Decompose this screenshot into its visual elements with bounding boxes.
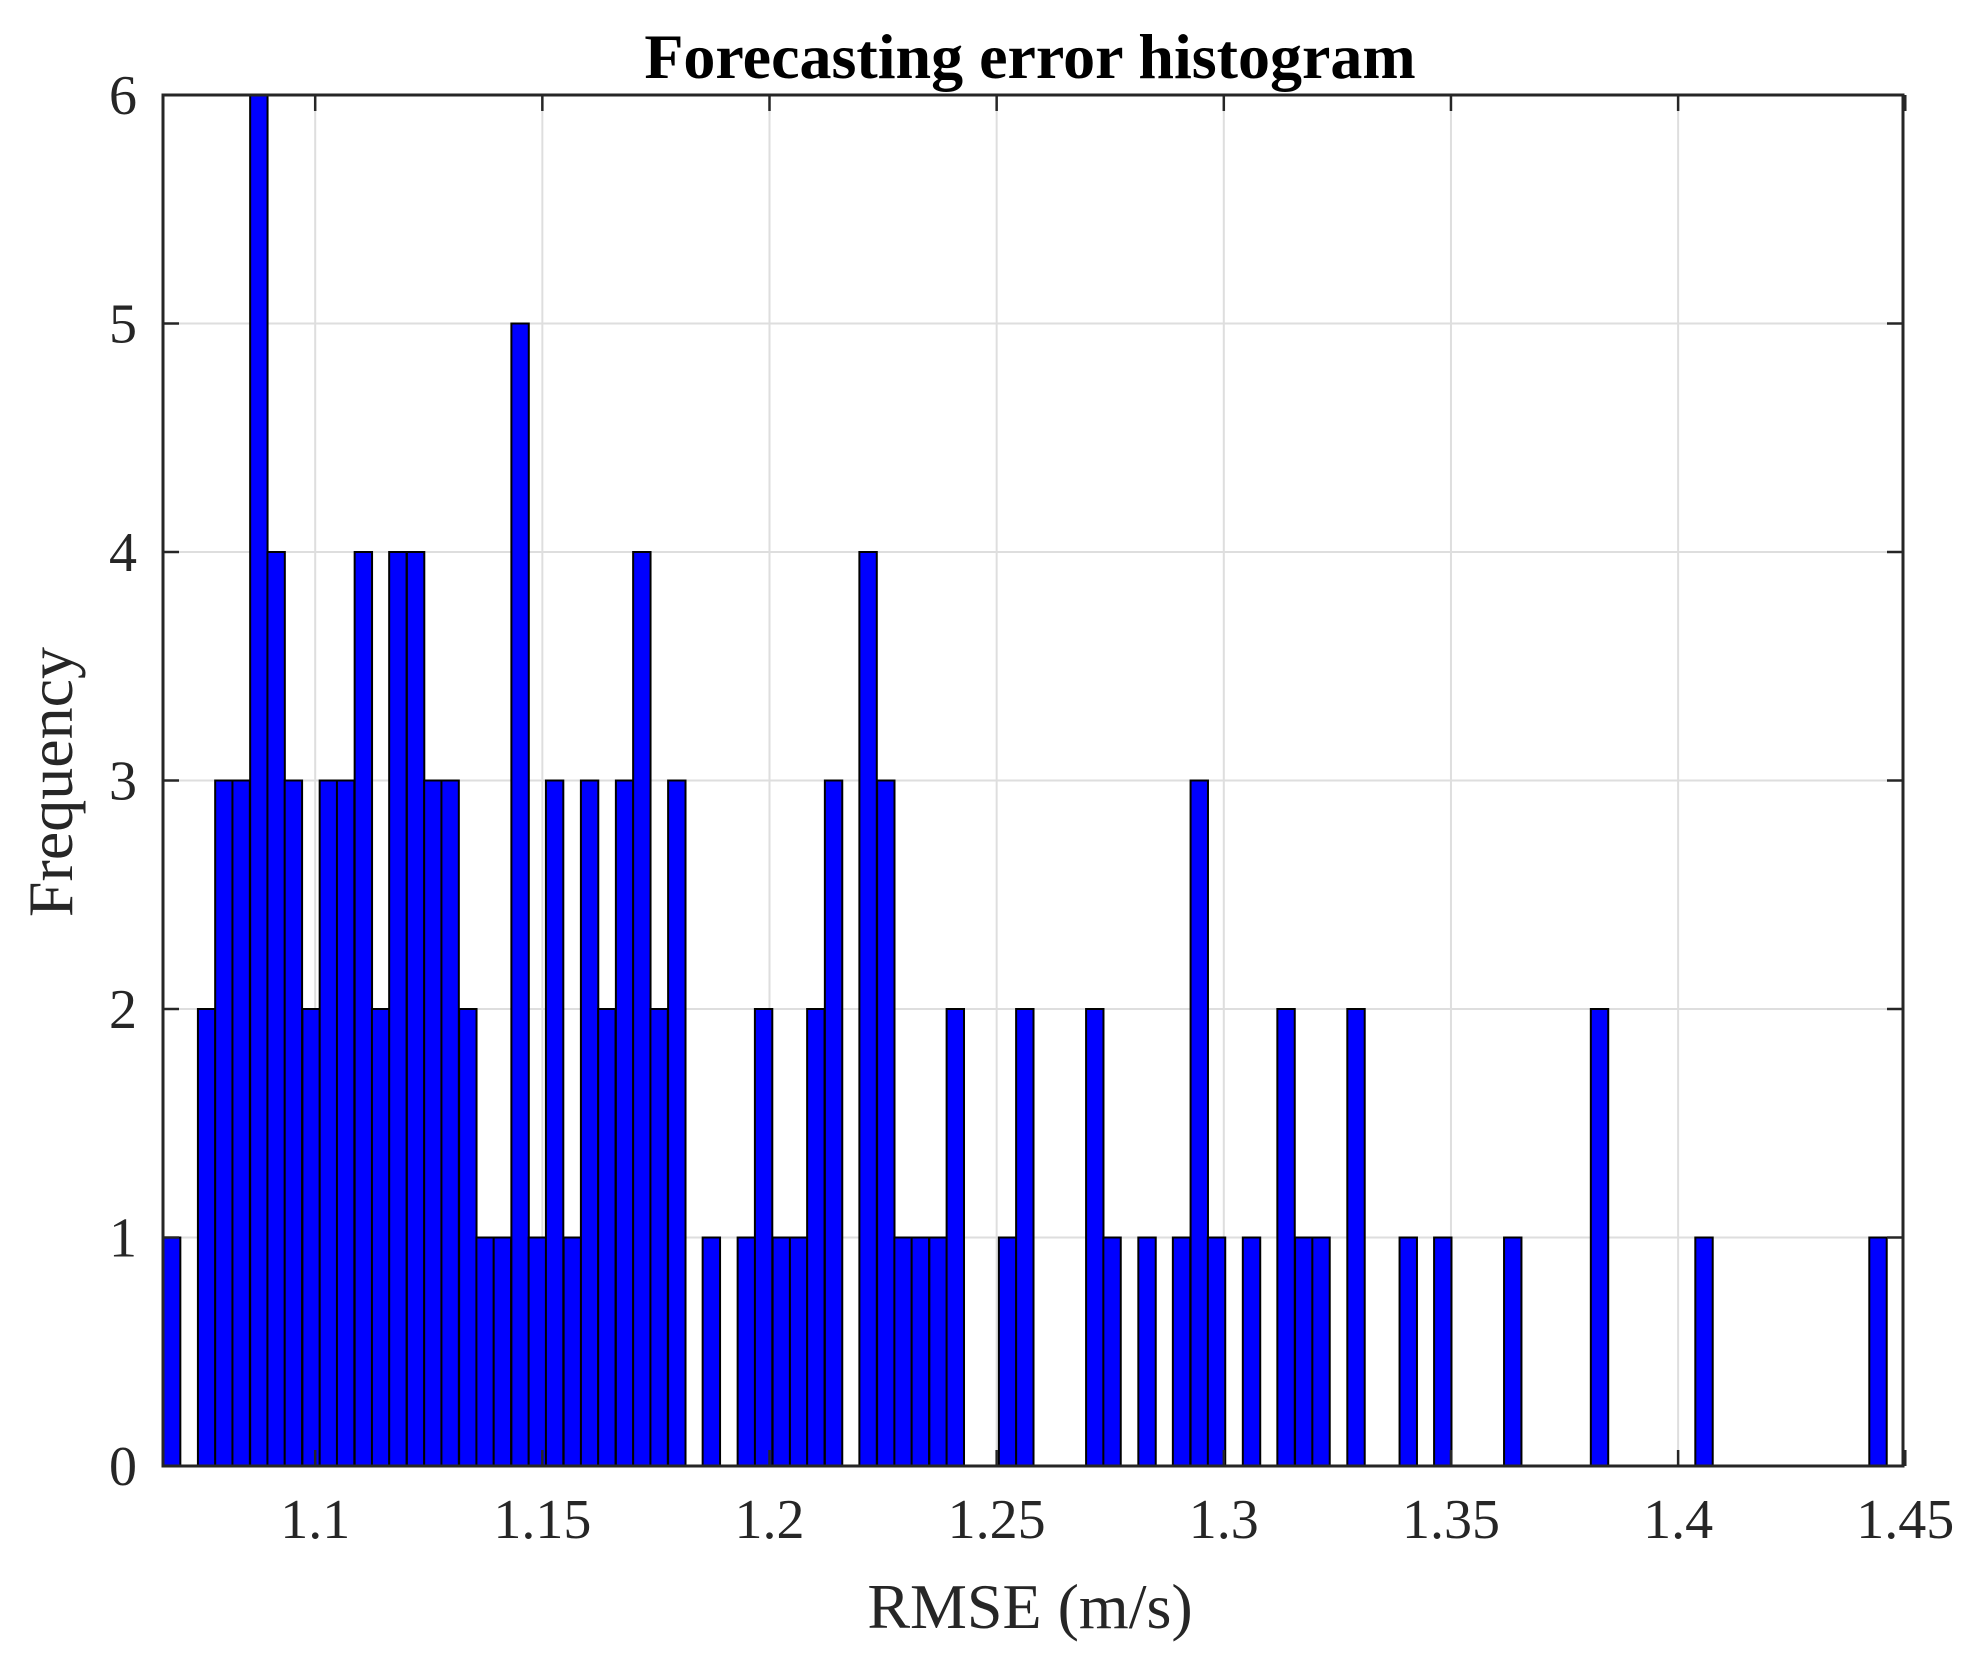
histogram-bar (893, 1236, 913, 1467)
x-tick-label: 1.35 (1402, 1489, 1500, 1551)
histogram-bar (510, 322, 530, 1467)
histogram-bar (876, 779, 896, 1467)
histogram-bar (353, 551, 374, 1467)
x-tick-label: 1.3 (1189, 1489, 1259, 1551)
chart-title: Forecasting error histogram (644, 21, 1415, 92)
histogram-bar (667, 779, 687, 1467)
x-tick-label: 1.1 (280, 1489, 350, 1551)
histogram-bar (1398, 1236, 1418, 1467)
histogram-bar (388, 551, 408, 1467)
histogram-bar (335, 779, 356, 1467)
histogram-bar (701, 1236, 722, 1467)
histogram-bar (1868, 1236, 1888, 1467)
histogram-bar (858, 551, 878, 1467)
histogram-bar (405, 551, 426, 1467)
histogram-bar (945, 1008, 966, 1467)
axis-tick-labels: 1.1 1.15 1.2 1.25 1.3 1.35 1.4 1.45 0 1 2 3 4 5 6 (109, 65, 1954, 1551)
y-tick-label: 6 (109, 65, 137, 127)
histogram-bar (1206, 1236, 1227, 1467)
x-axis-label: RMSE (m/s) (867, 1571, 1192, 1642)
histogram-bar (283, 779, 304, 1467)
histogram-bar (597, 1008, 617, 1467)
histogram-bar (370, 1008, 391, 1467)
histogram-bar (1589, 1008, 1610, 1467)
x-tick-label: 1.25 (948, 1489, 1046, 1551)
histogram-bar (649, 1008, 669, 1467)
histogram-bar (1102, 1236, 1122, 1467)
histogram-bar (1137, 1236, 1157, 1467)
axis-ticks (163, 93, 1907, 1468)
histogram-bar (527, 1236, 548, 1467)
histogram-bar (788, 1236, 809, 1467)
histogram-bar (1503, 1236, 1523, 1467)
y-tick-label: 2 (109, 979, 137, 1041)
histogram-bar (1241, 1236, 1262, 1467)
histogram-bar (1694, 1236, 1714, 1467)
histogram-bar (736, 1236, 757, 1467)
histogram-bar (214, 779, 234, 1467)
histogram-bar (266, 551, 286, 1467)
histogram-bar (1171, 1236, 1192, 1467)
histogram-bar (806, 1008, 826, 1467)
histogram-bar (249, 94, 269, 1467)
histogram-bar (1015, 1008, 1035, 1467)
histogram-bar (753, 1008, 774, 1467)
histogram-bar (997, 1236, 1018, 1467)
histogram-bar (318, 779, 339, 1467)
histogram-bar (196, 1008, 217, 1467)
y-tick-label: 3 (109, 751, 137, 813)
histogram-bar (440, 779, 460, 1467)
histogram-bar (771, 1236, 792, 1467)
x-tick-label: 1.2 (735, 1489, 805, 1551)
histogram-bar (231, 779, 251, 1467)
histogram-bar (492, 1236, 513, 1467)
histogram-bar (544, 779, 565, 1467)
histogram-bar (632, 551, 652, 1467)
histogram-bar (1276, 1008, 1296, 1467)
histogram-bar (823, 779, 844, 1467)
histogram-bar (1311, 1236, 1331, 1467)
y-tick-label: 4 (109, 522, 137, 584)
x-tick-label: 1.15 (493, 1489, 591, 1551)
histogram-bar (928, 1236, 948, 1467)
histogram-bar (614, 779, 635, 1467)
histogram-bar (562, 1236, 583, 1467)
histogram-bar (423, 779, 443, 1467)
histogram-bar (1189, 779, 1209, 1467)
histogram-bar (1346, 1008, 1366, 1467)
histogram-bar (475, 1236, 495, 1467)
y-tick-label: 1 (109, 1208, 137, 1270)
y-tick-label: 0 (109, 1436, 137, 1498)
histogram-bar (910, 1236, 931, 1467)
histogram-bar (1294, 1236, 1314, 1467)
histogram-bar (579, 779, 600, 1467)
y-axis-label: Frequency (15, 647, 86, 917)
histogram-bar (1433, 1236, 1453, 1467)
histogram-bar (161, 1236, 182, 1467)
x-tick-label: 1.4 (1643, 1489, 1713, 1551)
x-tick-label: 1.45 (1856, 1489, 1954, 1551)
y-tick-label: 5 (109, 294, 137, 356)
histogram-bar (1085, 1008, 1105, 1467)
histogram-bar (458, 1008, 478, 1467)
histogram-bar (301, 1008, 321, 1467)
